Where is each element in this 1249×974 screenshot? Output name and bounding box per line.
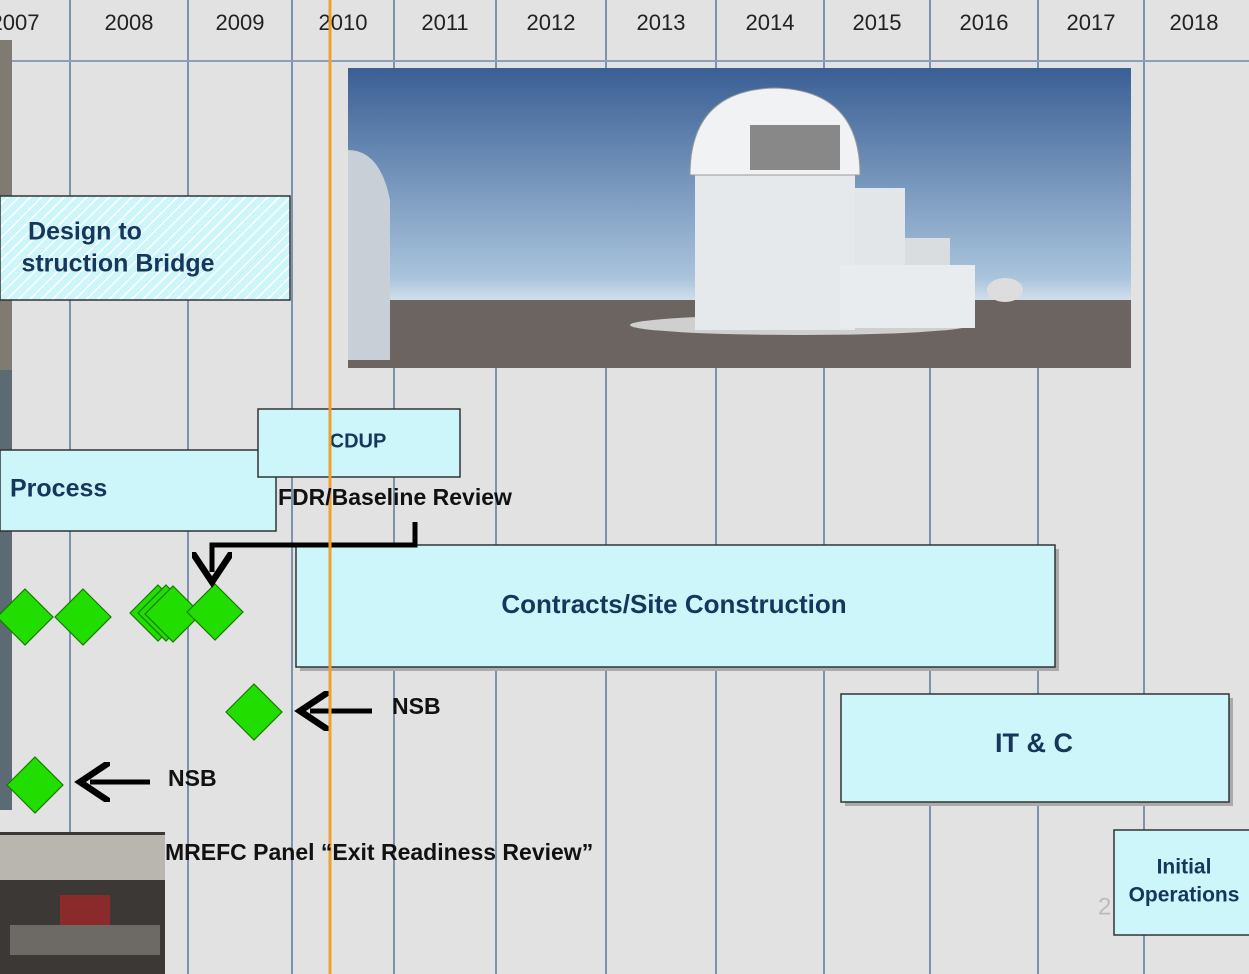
process-box bbox=[0, 449, 277, 532]
year-label: 2009 bbox=[216, 10, 265, 35]
page-number: 2 bbox=[1098, 893, 1111, 920]
annotation: NSB bbox=[168, 765, 217, 791]
milestone bbox=[0, 588, 54, 646]
box-label: Design to bbox=[28, 218, 142, 246]
milestone bbox=[225, 683, 283, 741]
year-label: 2013 bbox=[637, 10, 686, 35]
milestones bbox=[0, 583, 283, 814]
annotation: FDR/Baseline Review bbox=[278, 484, 512, 510]
milestone bbox=[54, 588, 112, 646]
year-label: 2018 bbox=[1170, 10, 1219, 35]
arrow bbox=[212, 522, 418, 572]
design-bridge-box bbox=[0, 195, 291, 301]
year-label: 2011 bbox=[421, 10, 468, 35]
annotation: MREFC Panel “Exit Readiness Review” bbox=[165, 839, 593, 865]
box-label: struction Bridge bbox=[21, 250, 214, 278]
box-label: Process bbox=[10, 475, 107, 503]
box-label: Contracts/Site Construction bbox=[501, 589, 846, 619]
cdup-box bbox=[257, 408, 461, 478]
annotation: NSB bbox=[392, 693, 441, 719]
year-label: 2015 bbox=[853, 10, 902, 35]
lab-photo bbox=[0, 832, 165, 974]
year-label: 2016 bbox=[960, 10, 1009, 35]
initial-ops-box bbox=[1113, 829, 1249, 936]
box-label: IT & C bbox=[995, 728, 1073, 758]
itc-box bbox=[840, 693, 1230, 803]
year-label: 2008 bbox=[105, 10, 154, 35]
box-label: Initial bbox=[1157, 856, 1212, 879]
box-label: CDUP bbox=[330, 430, 387, 452]
year-label: 2017 bbox=[1067, 10, 1116, 35]
box-label: Operations bbox=[1129, 884, 1240, 907]
milestone bbox=[144, 585, 202, 643]
year-label: 2007 bbox=[0, 10, 39, 35]
milestone bbox=[186, 583, 244, 641]
year-label: 2014 bbox=[746, 10, 795, 35]
milestone bbox=[6, 756, 64, 814]
telescope-photo bbox=[348, 68, 1131, 368]
contracts-box bbox=[295, 544, 1056, 668]
year-label: 2010 bbox=[319, 10, 368, 35]
year-label: 2012 bbox=[527, 10, 576, 35]
left-photo bbox=[0, 370, 12, 810]
